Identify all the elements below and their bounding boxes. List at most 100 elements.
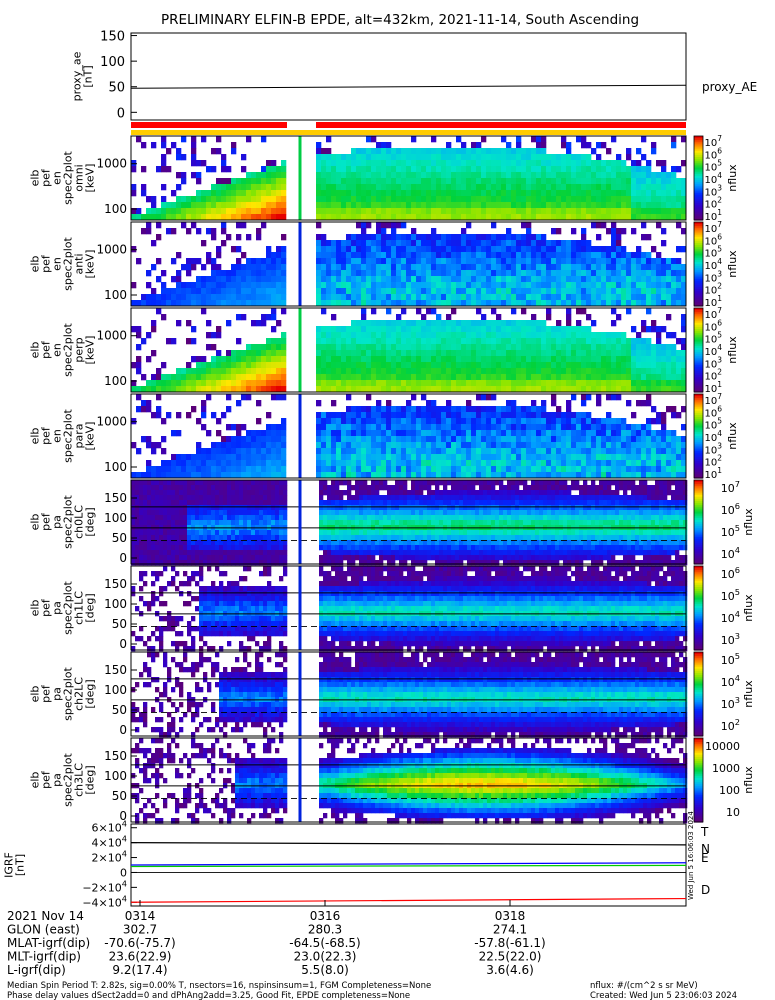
spectrogram-cell (451, 332, 457, 339)
spectrogram-cell (155, 535, 160, 541)
spectrogram-cell (651, 386, 657, 393)
spectrogram-cell (611, 442, 617, 449)
spectrogram-cell (446, 460, 452, 467)
spectrogram-cell (186, 362, 192, 369)
spectrogram-cell (541, 240, 547, 247)
spectrogram-cell (496, 374, 502, 381)
spectrogram-cell (371, 418, 377, 425)
spectrogram-cell (336, 466, 342, 473)
spectrogram-cell (401, 362, 407, 369)
colorbar-tick-label: 107 (704, 392, 722, 407)
spectrogram-cell (456, 282, 462, 289)
spectrogram-cell (326, 350, 332, 357)
spectrogram-cell (396, 166, 402, 173)
spectrogram-cell (541, 350, 547, 357)
spectrogram-cell (151, 555, 156, 561)
spectrogram-cell (186, 386, 192, 393)
spectrogram-cell (396, 386, 402, 393)
spectrogram-cell (491, 196, 497, 203)
spectrogram-cell (576, 332, 582, 339)
spectrogram-cell (371, 332, 377, 339)
spectrogram-cell (571, 294, 577, 301)
spectrogram-cell (195, 535, 200, 541)
spectrogram-cell (391, 234, 397, 241)
spectrogram-cell (506, 338, 512, 345)
spectrogram-cell (556, 208, 562, 215)
spectrogram-cell (596, 160, 602, 167)
spectrogram-cell (226, 300, 232, 307)
spectrogram-cell (616, 418, 622, 425)
spectrogram-cell (146, 208, 152, 215)
spectrogram-cell (426, 320, 432, 327)
spectrogram-cell (356, 368, 362, 375)
spectrogram-cell (336, 214, 342, 221)
spectrogram-cell (151, 448, 157, 455)
spectrogram-cell (131, 510, 136, 516)
spectrogram-cell (551, 374, 557, 381)
spectrogram-cell (361, 386, 367, 393)
colorbar-segment (694, 400, 703, 403)
spectrogram-cell (151, 350, 157, 357)
spectrogram-cell (356, 350, 362, 357)
spectrogram-cell (506, 466, 512, 473)
colorbar-segment (694, 379, 703, 383)
spectrogram-cell (176, 148, 182, 155)
spectrogram-cell (581, 166, 587, 173)
spectrogram-cell (491, 172, 497, 179)
spectrogram-cell (681, 294, 687, 301)
spectrogram-cell (236, 270, 242, 277)
spectrogram-cell (321, 190, 327, 197)
spectrogram-cell (191, 338, 197, 345)
colorbar-segment (694, 276, 703, 280)
spectrogram-cell (586, 184, 592, 191)
spectrogram-cell (516, 368, 522, 375)
spectrogram-cell (566, 430, 572, 437)
spectrogram-cell (386, 184, 392, 191)
spectrogram-cell (576, 294, 582, 301)
spectrogram-cell (221, 190, 227, 197)
spectrogram-cell (636, 300, 642, 307)
spectrogram-cell (147, 535, 152, 541)
spectrogram-cell (236, 222, 242, 229)
spectrogram-cell (361, 228, 367, 235)
spectrogram-cell (336, 460, 342, 467)
spectrogram-cell (276, 448, 282, 455)
spectrogram-cell (486, 406, 492, 413)
spectrogram-cell (611, 362, 617, 369)
spectrogram-cell (187, 520, 192, 526)
spectrogram-cell (381, 460, 387, 467)
spectrogram-cell (441, 374, 447, 381)
spectrogram-cell (216, 282, 222, 289)
spectrogram-cell (346, 362, 352, 369)
spectrogram-cell (521, 454, 527, 461)
spectrogram-cell (386, 460, 392, 467)
colorbar-segment (694, 373, 703, 376)
spectrogram-cell (586, 282, 592, 289)
spectrogram-cell (251, 276, 257, 283)
spectrogram-cell (671, 436, 677, 443)
spectrogram-cell (516, 294, 522, 301)
spectrogram-cell (581, 172, 587, 179)
spectrogram-cell (581, 368, 587, 375)
spectrogram-cell (531, 454, 537, 461)
spectrogram-cell (191, 294, 197, 301)
spectrogram-cell (456, 154, 462, 161)
spectrogram-cell (456, 380, 462, 387)
spectrogram-cell (656, 380, 662, 387)
spectrogram-cell (321, 460, 327, 467)
spectrogram-cell (666, 258, 672, 265)
spectrogram-cell (471, 430, 477, 437)
spectrogram-cell (661, 418, 667, 425)
spectrogram-cell (391, 184, 397, 191)
spectrogram-cell (221, 154, 227, 161)
spectrogram-cell (171, 208, 177, 215)
spectrogram-cell (211, 196, 217, 203)
spectrogram-cell (221, 448, 227, 455)
spectrogram-cell (536, 338, 542, 345)
spectrogram-cell (401, 320, 407, 327)
spectrogram-cell (271, 276, 277, 283)
spectrogram-cell (251, 466, 257, 473)
spectrogram-cell (676, 362, 682, 369)
spectrogram-cell (381, 386, 387, 393)
spectrogram-cell (441, 148, 447, 155)
